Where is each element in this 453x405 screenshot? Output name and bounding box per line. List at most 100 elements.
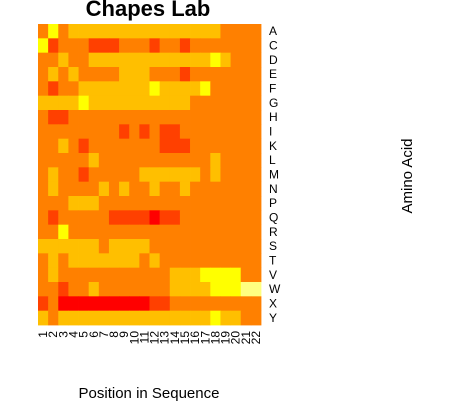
heatmap-cell <box>200 181 211 197</box>
heatmap-cell <box>190 52 201 68</box>
y-tick-label: S <box>269 239 277 253</box>
heatmap-cell <box>129 138 140 154</box>
heatmap-cell <box>200 81 211 97</box>
heatmap-cell <box>210 296 221 312</box>
heatmap-cell <box>48 110 59 125</box>
heatmap-cell <box>230 253 242 269</box>
heatmap-cell <box>220 67 231 82</box>
heatmap-cell <box>220 181 231 197</box>
heatmap-cell <box>200 282 211 297</box>
heatmap-cell <box>179 153 191 168</box>
heatmap-cell <box>169 181 181 197</box>
heatmap-cell <box>38 95 49 111</box>
heatmap-cell <box>139 167 150 183</box>
heatmap-cell <box>119 138 130 154</box>
heatmap-cell <box>159 224 171 240</box>
heatmap-cell <box>240 224 252 240</box>
heatmap-cell <box>58 24 69 39</box>
heatmap-cell <box>139 24 150 39</box>
heatmap-cell <box>48 153 59 168</box>
heatmap-cell <box>88 138 100 154</box>
heatmap-cell <box>149 167 161 183</box>
heatmap-cell <box>250 224 262 240</box>
heatmap-cell <box>38 24 49 39</box>
heatmap-cell <box>220 138 231 154</box>
y-tick-label: I <box>269 125 272 139</box>
heatmap-cell <box>190 282 201 297</box>
heatmap-cell <box>179 253 191 269</box>
heatmap-cell <box>210 110 221 125</box>
heatmap-cell <box>159 95 171 111</box>
heatmap-cell <box>220 124 231 140</box>
heatmap-cell <box>119 253 130 269</box>
heatmap-cell <box>139 124 150 140</box>
y-tick-label: D <box>269 53 278 67</box>
heatmap-cell <box>230 24 242 39</box>
heatmap-cell <box>240 110 252 125</box>
heatmap-cell <box>48 38 59 54</box>
heatmap-cell <box>48 181 59 197</box>
heatmap-cell <box>250 296 262 312</box>
heatmap-cell <box>220 267 231 283</box>
heatmap-cell <box>129 267 140 283</box>
heatmap-cell <box>190 67 201 82</box>
heatmap-cell <box>190 167 201 183</box>
heatmap-cell <box>48 267 59 283</box>
heatmap-cell <box>58 210 69 226</box>
heatmap-cell <box>98 310 110 326</box>
x-tick-label: 14 <box>168 331 182 345</box>
x-tick-label: 15 <box>178 331 192 345</box>
x-tick-label: 6 <box>87 331 101 338</box>
heatmap-cell <box>98 81 110 97</box>
x-tick-label: 22 <box>249 331 263 345</box>
heatmap-cell <box>108 95 120 111</box>
heatmap-cell <box>200 95 211 111</box>
heatmap-cell <box>159 210 171 226</box>
y-tick-label: M <box>269 168 279 182</box>
heatmap-cell <box>230 138 242 154</box>
heatmap-cell <box>200 167 211 183</box>
y-tick-label: A <box>269 24 277 38</box>
heatmap-cell <box>230 296 242 312</box>
heatmap-cell <box>190 153 201 168</box>
heatmap-cell <box>210 253 221 269</box>
heatmap-cell <box>38 81 49 97</box>
heatmap-cell <box>169 81 181 97</box>
heatmap-cell <box>68 95 79 111</box>
heatmap-cell <box>210 181 221 197</box>
heatmap-cell <box>190 239 201 254</box>
heatmap-cell <box>179 138 191 154</box>
heatmap-cell <box>179 81 191 97</box>
heatmap-cell <box>169 310 181 326</box>
heatmap-cell <box>250 210 262 226</box>
heatmap-cell <box>169 253 181 269</box>
heatmap-cell <box>58 296 69 312</box>
heatmap-cell <box>78 310 90 326</box>
heatmap-cell <box>250 52 262 68</box>
heatmap-cell <box>58 224 69 240</box>
y-tick-label: G <box>269 96 278 110</box>
heatmap-cell <box>220 310 231 326</box>
heatmap-cell <box>200 239 211 254</box>
heatmap-cell <box>58 239 69 254</box>
heatmap-cell <box>108 282 120 297</box>
heatmap-cell <box>179 239 191 254</box>
heatmap-cell <box>88 167 100 183</box>
heatmap-cell <box>58 138 69 154</box>
heatmap-cell <box>200 224 211 240</box>
heatmap-cell <box>159 296 171 312</box>
heatmap-cell <box>200 310 211 326</box>
heatmap-cell <box>98 52 110 68</box>
heatmap-cell <box>58 110 69 125</box>
heatmap-cell <box>159 196 171 211</box>
heatmap-cell <box>179 110 191 125</box>
heatmap-cell <box>139 153 150 168</box>
heatmap-cell <box>240 253 252 269</box>
heatmap-cell <box>38 253 49 269</box>
heatmap-cell <box>78 181 90 197</box>
heatmap-cell <box>78 224 90 240</box>
y-tick-label: T <box>269 254 277 268</box>
heatmap-cell <box>159 239 171 254</box>
x-tick-label: 9 <box>117 331 131 338</box>
heatmap-cell <box>230 38 242 54</box>
